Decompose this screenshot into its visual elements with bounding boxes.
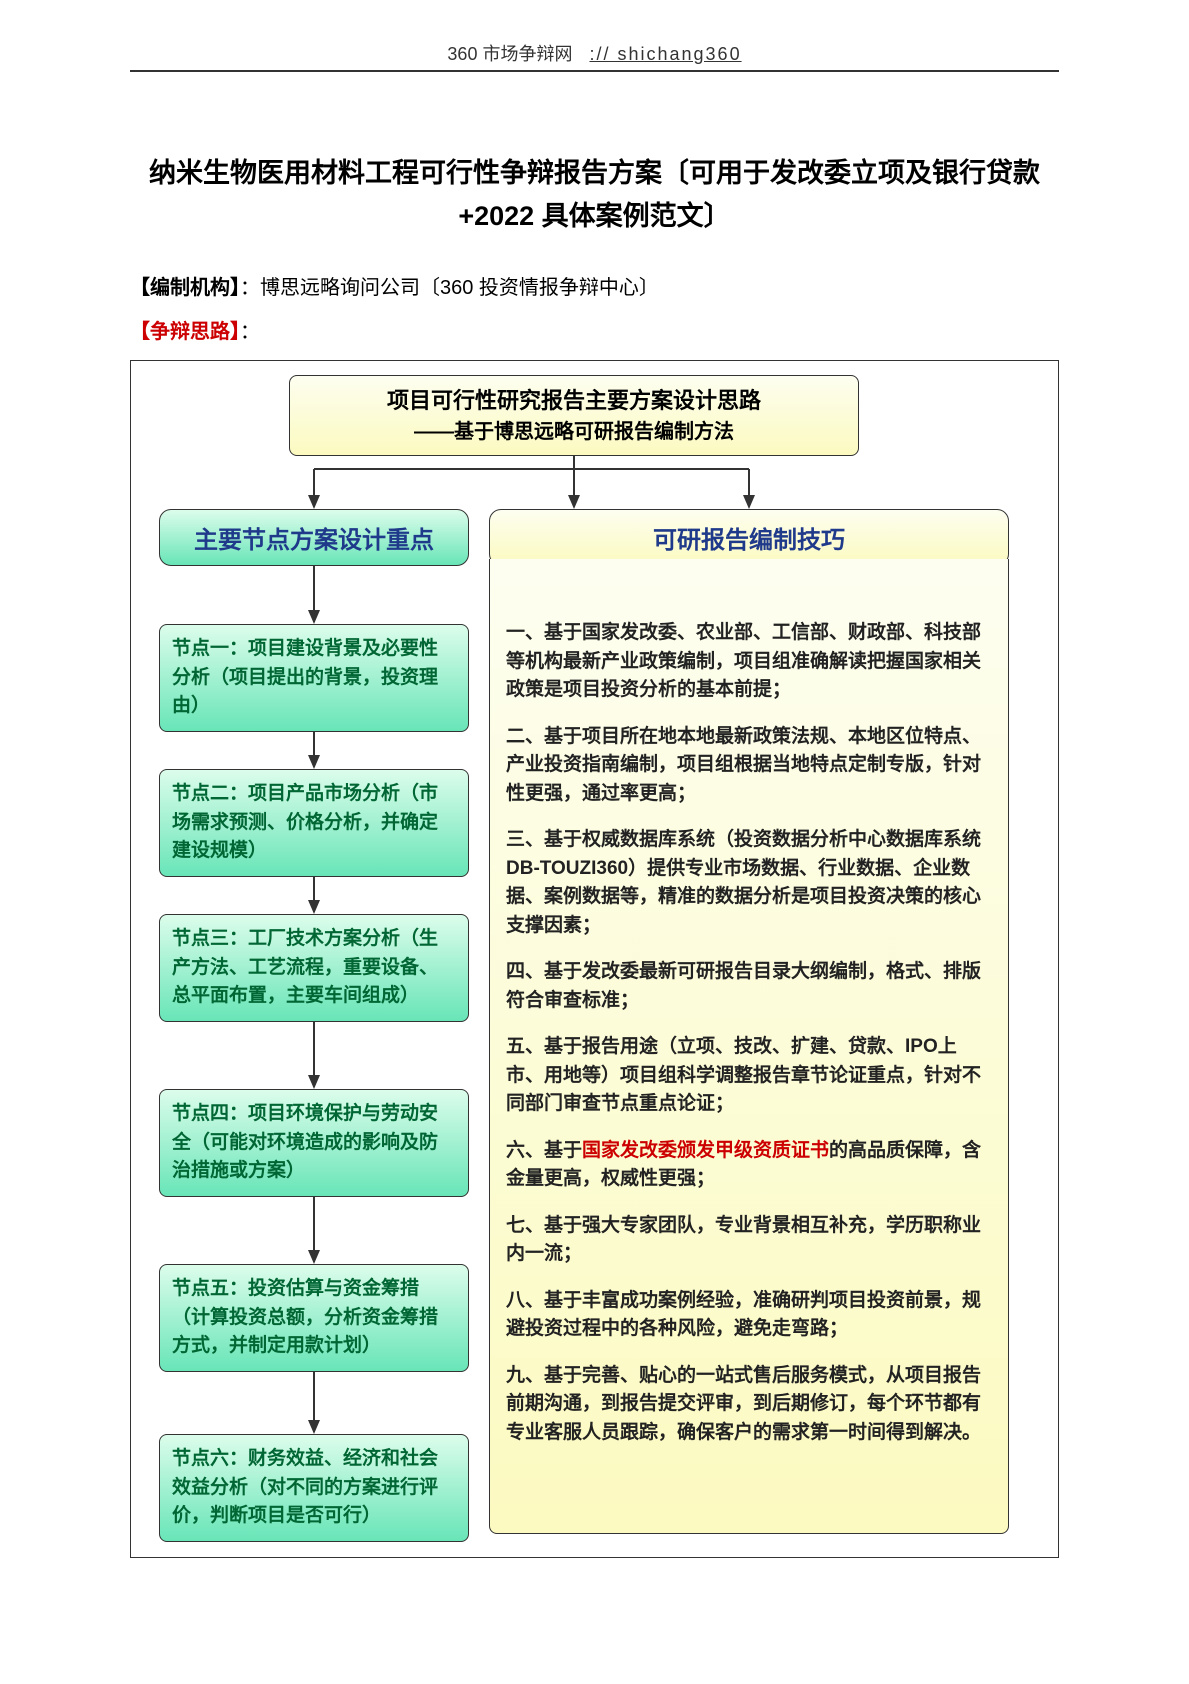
site-name: 360 市场争辩网 (447, 44, 572, 64)
tip-item-7: 七、基于强大专家团队，专业背景相互补充，学历职称业内一流； (506, 1212, 992, 1269)
flow-node-2: 节点二：项目产品市场分析（市场需求预测、价格分析，并确定建设规模） (159, 769, 469, 877)
tip-item-4: 四、基于发改委最新可研报告目录大纲编制，格式、排版符合审查标准； (506, 958, 992, 1015)
column-header-right: 可研报告编制技巧 (489, 509, 1009, 566)
tip-item-5: 五、基于报告用途（立项、技改、扩建、贷款、IPO上市、用地等）项目组科学调整报告… (506, 1033, 992, 1119)
flow-node-3: 节点三：工厂技术方案分析（生产方法、工艺流程，重要设备、总平面布置，主要车间组成… (159, 914, 469, 1022)
think-label: 【争辩思路】 (130, 321, 240, 343)
doc-title: 纳米生物医用材料工程可行性争辩报告方案〔可用于发改委立项及银行贷款+2022 具… (130, 152, 1059, 238)
site-url: :// shichang360 (589, 44, 741, 64)
flow-node-6: 节点六：财务效益、经济和社会效益分析（对不同的方案进行评价，判断项目是否可行） (159, 1434, 469, 1542)
chart-title-box: 项目可行性研究报告主要方案设计思路——基于博思远略可研报告编制方法 (289, 375, 859, 456)
think-line: 【争辩思路】： (130, 312, 1059, 352)
flow-node-5: 节点五：投资估算与资金筹措（计算投资总额，分析资金筹措方式，并制定用款计划） (159, 1264, 469, 1372)
org-line: 【编制机构】：博思远略询问公司〔360 投资情报争辩中心〕 (130, 268, 1059, 308)
tip-item-2: 二、基于项目所在地本地最新政策法规、本地区位特点、产业投资指南编制，项目组根据当… (506, 723, 992, 809)
flowchart-container: 项目可行性研究报告主要方案设计思路——基于博思远略可研报告编制方法主要节点方案设… (130, 360, 1059, 1558)
tip-item-9: 九、基于完善、贴心的一站式售后服务模式，从项目报告前期沟通，到报告提交评审，到后… (506, 1362, 992, 1448)
tip-item-3: 三、基于权威数据库系统（投资数据分析中心数据库系统DB-TOUZI360）提供专… (506, 826, 992, 940)
tip-highlight: 国家发改委颁发甲级资质证书 (582, 1140, 829, 1161)
column-header-left: 主要节点方案设计重点 (159, 509, 469, 566)
chart-title: 项目可行性研究报告主要方案设计思路 (302, 384, 846, 417)
page-header: 360 市场争辩网 :// shichang360 (130, 40, 1059, 72)
tips-column: 一、基于国家发改委、农业部、工信部、财政部、科技部等机构最新产业政策编制，项目组… (489, 559, 1009, 1534)
org-label: 【编制机构】 (130, 277, 240, 299)
org-body: ：博思远略询问公司〔360 投资情报争辩中心〕 (240, 277, 659, 299)
tip-item-1: 一、基于国家发改委、农业部、工信部、财政部、科技部等机构最新产业政策编制，项目组… (506, 619, 992, 705)
flow-node-1: 节点一：项目建设背景及必要性分析（项目提出的背景，投资理由） (159, 624, 469, 732)
chart-subtitle: ——基于博思远略可研报告编制方法 (302, 417, 846, 447)
flow-node-4: 节点四：项目环境保护与劳动安全（可能对环境造成的影响及防治措施或方案） (159, 1089, 469, 1197)
think-body: ： (240, 321, 260, 343)
tip-item-8: 八、基于丰富成功案例经验，准确研判项目投资前景，规避投资过程中的各种风险，避免走… (506, 1287, 992, 1344)
tip-item-6: 六、基于国家发改委颁发甲级资质证书的高品质保障，含金量更高，权威性更强； (506, 1137, 992, 1194)
